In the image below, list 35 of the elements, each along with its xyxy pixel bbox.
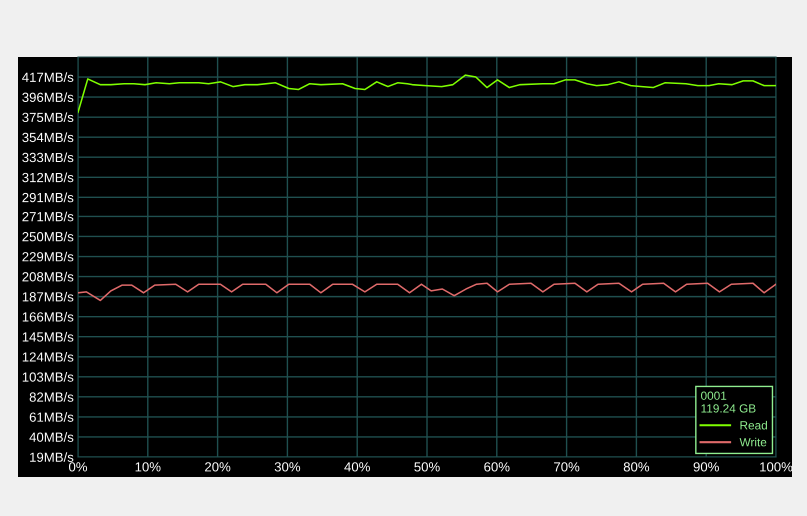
x-tick-label: 70%	[554, 462, 580, 472]
y-tick-label: 145MB/s	[22, 332, 74, 342]
y-tick-label: 250MB/s	[22, 232, 74, 242]
y-tick-label: 354MB/s	[22, 132, 74, 142]
y-tick-label: 396MB/s	[22, 92, 74, 102]
x-tick-label: 50%	[414, 462, 440, 472]
y-tick-label: 291MB/s	[22, 192, 74, 202]
line-series	[78, 74, 776, 114]
legend-title: 0001 119.24 GB	[701, 392, 756, 413]
legend-label: Write	[740, 438, 766, 446]
x-tick-label: 0%	[68, 462, 88, 472]
y-tick-label: 61MB/s	[30, 412, 74, 422]
x-tick-label: 60%	[484, 462, 510, 472]
x-tick-label: 10%	[136, 462, 161, 472]
x-tick-label: 90%	[694, 462, 719, 472]
x-tick-label: 20%	[205, 462, 230, 472]
y-tick-label: 229MB/s	[22, 252, 74, 262]
y-tick-label: 271MB/s	[22, 212, 74, 222]
y-tick-label: 40MB/s	[29, 432, 74, 442]
y-tick-label: 82MB/s	[30, 392, 74, 402]
y-tick-label: 375MB/s	[22, 112, 74, 122]
y-tick-label: 417MB/s	[22, 72, 74, 82]
y-tick-label: 103MB/s	[22, 372, 74, 382]
y-tick-label: 312MB/s	[22, 172, 74, 182]
legend-label: Read	[740, 420, 767, 430]
x-tick-label: 40%	[344, 462, 370, 472]
x-tick-label: 30%	[274, 462, 300, 472]
y-tick-label: 187MB/s	[22, 292, 74, 302]
y-tick-label: 124MB/s	[22, 352, 74, 362]
line-series	[78, 282, 776, 302]
y-tick-label: 19MB/s	[30, 452, 74, 462]
x-tick-label: 80%	[624, 462, 650, 472]
y-tick-label: 166MB/s	[22, 312, 74, 322]
y-tick-label: 208MB/s	[22, 272, 74, 282]
y-tick-label: 333MB/s	[22, 152, 74, 162]
